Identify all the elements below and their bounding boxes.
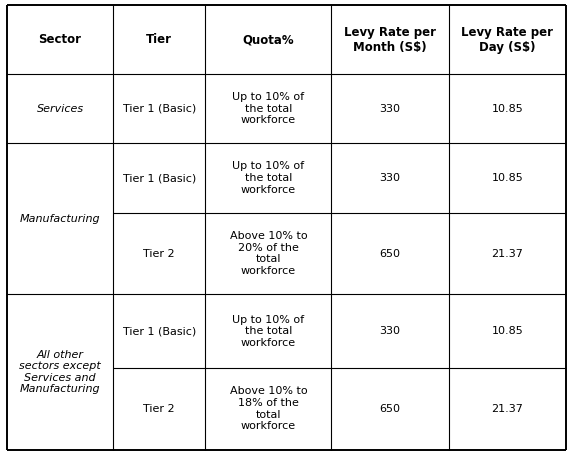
Text: Levy Rate per
Month (S$): Levy Rate per Month (S$) — [344, 25, 436, 54]
Text: Tier 1 (Basic): Tier 1 (Basic) — [123, 326, 196, 336]
Text: 330: 330 — [379, 104, 401, 114]
Text: 330: 330 — [379, 326, 401, 336]
Text: 330: 330 — [379, 173, 401, 183]
Text: Quota%: Quota% — [242, 33, 294, 46]
Text: Manufacturing: Manufacturing — [19, 214, 100, 224]
Text: Tier 2: Tier 2 — [143, 404, 175, 414]
Text: Tier: Tier — [146, 33, 172, 46]
Text: Up to 10% of
the total
workforce: Up to 10% of the total workforce — [232, 92, 304, 125]
Text: Up to 10% of
the total
workforce: Up to 10% of the total workforce — [232, 162, 304, 195]
Text: Levy Rate per
Day (S$): Levy Rate per Day (S$) — [461, 25, 554, 54]
Text: Above 10% to
20% of the
total
workforce: Above 10% to 20% of the total workforce — [230, 231, 307, 276]
Text: 10.85: 10.85 — [492, 173, 523, 183]
Text: 650: 650 — [379, 248, 401, 258]
Text: Services: Services — [37, 104, 84, 114]
Text: 10.85: 10.85 — [492, 104, 523, 114]
Text: Up to 10% of
the total
workforce: Up to 10% of the total workforce — [232, 314, 304, 348]
Text: Above 10% to
18% of the
total
workforce: Above 10% to 18% of the total workforce — [230, 386, 307, 431]
Text: Tier 1 (Basic): Tier 1 (Basic) — [123, 104, 196, 114]
Text: 21.37: 21.37 — [492, 248, 523, 258]
Text: 650: 650 — [379, 404, 401, 414]
Text: All other
sectors except
Services and
Manufacturing: All other sectors except Services and Ma… — [19, 349, 101, 394]
Text: 21.37: 21.37 — [492, 404, 523, 414]
Text: Tier 1 (Basic): Tier 1 (Basic) — [123, 173, 196, 183]
Text: Tier 2: Tier 2 — [143, 248, 175, 258]
Text: 10.85: 10.85 — [492, 326, 523, 336]
Text: Sector: Sector — [38, 33, 81, 46]
